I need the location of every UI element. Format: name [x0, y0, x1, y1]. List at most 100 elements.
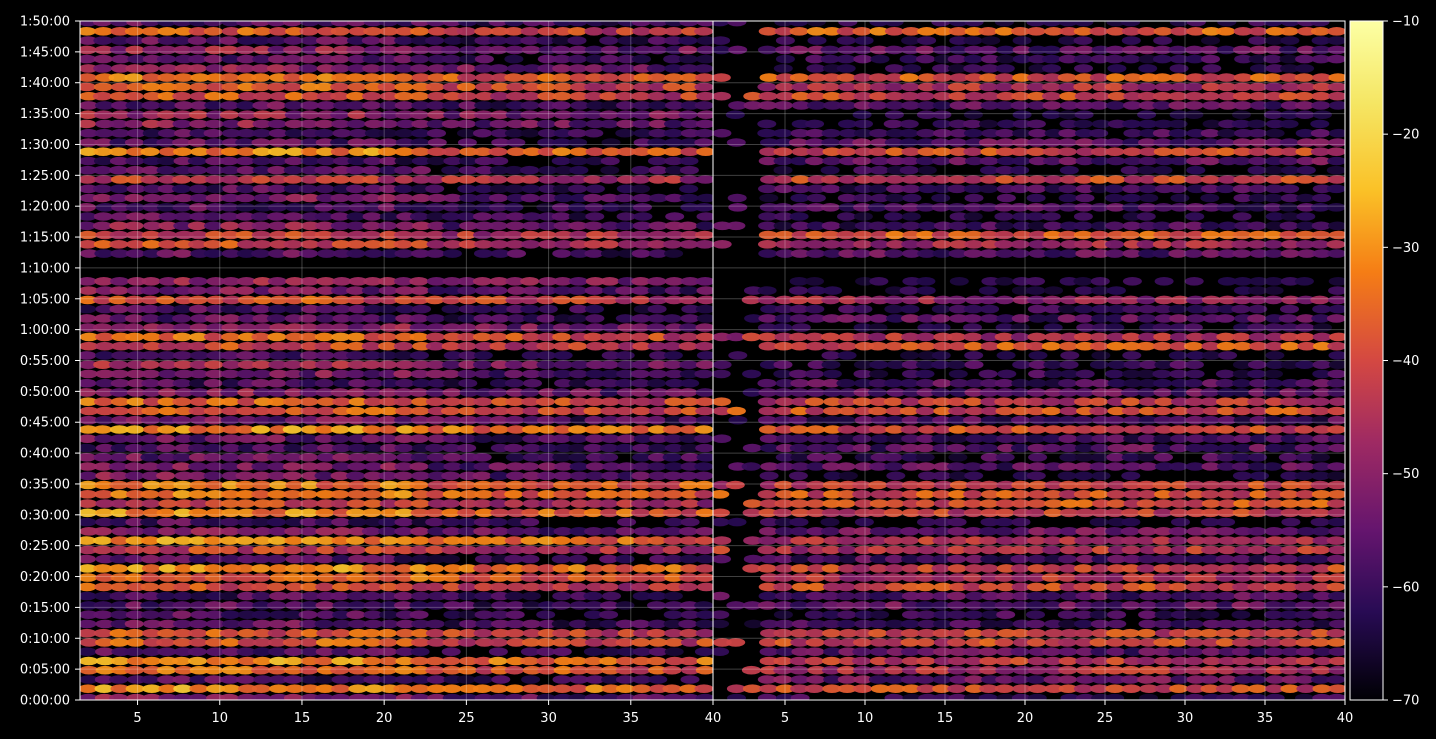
heatmap-cell	[253, 110, 273, 119]
heatmap-cell	[205, 193, 225, 203]
heatmap-cell	[110, 27, 130, 36]
heatmap-cell	[1137, 675, 1157, 684]
heatmap-cell	[615, 27, 635, 36]
heatmap-cell	[791, 101, 811, 110]
heatmap-cell	[348, 453, 368, 462]
heatmap-cell	[852, 434, 872, 444]
heatmap-cell	[789, 425, 809, 434]
heatmap-cell	[931, 230, 951, 240]
heatmap-cell	[141, 277, 161, 286]
heatmap-cell	[965, 638, 985, 647]
heatmap-cell	[284, 665, 304, 675]
heatmap-cell	[946, 443, 966, 453]
heatmap-cell	[853, 304, 873, 314]
heatmap-cell	[156, 249, 176, 258]
heatmap-cell	[1011, 378, 1031, 388]
heatmap-cell	[995, 406, 1015, 416]
heatmap-cell	[126, 453, 145, 462]
heatmap-cell	[631, 638, 651, 647]
heatmap-cell	[663, 351, 683, 360]
heatmap-cell	[1184, 564, 1204, 573]
heatmap-cell	[490, 314, 510, 323]
heatmap-cell	[823, 397, 843, 407]
heatmap-cell	[427, 499, 447, 508]
heatmap-cell	[504, 443, 524, 453]
heatmap-cell	[567, 582, 587, 592]
heatmap-cell	[1058, 564, 1078, 573]
heatmap-cell	[1153, 147, 1173, 156]
heatmap-cell	[570, 332, 590, 342]
heatmap-cell	[1027, 656, 1047, 666]
heatmap-cell	[1138, 249, 1158, 258]
heatmap-cell	[220, 573, 240, 582]
heatmap-cell	[346, 249, 366, 258]
heatmap-cell	[459, 221, 479, 231]
heatmap-cell	[1233, 527, 1253, 536]
heatmap-cell	[1312, 601, 1332, 610]
heatmap-cell	[853, 240, 873, 249]
heatmap-cell	[1170, 434, 1190, 444]
heatmap-cell	[617, 240, 637, 249]
heatmap-cell	[284, 110, 304, 119]
heatmap-cell	[1232, 665, 1252, 675]
heatmap-cell	[1216, 341, 1236, 351]
heatmap-cell	[379, 184, 399, 194]
heatmap-cell	[316, 277, 336, 286]
heatmap-cell	[143, 184, 163, 194]
heatmap-cell	[1060, 499, 1080, 508]
heatmap-cell	[789, 286, 808, 295]
heatmap-cell	[854, 378, 874, 388]
heatmap-cell	[570, 415, 590, 425]
heatmap-cell	[775, 397, 795, 407]
heatmap-cell	[93, 462, 113, 471]
heatmap-cell	[363, 601, 383, 610]
heatmap-cell	[1247, 360, 1267, 370]
heatmap-cell	[948, 453, 968, 462]
heatmap-cell	[252, 527, 272, 536]
heatmap-cell	[473, 314, 493, 323]
heatmap-cell	[1248, 332, 1268, 342]
heatmap-cell	[203, 27, 223, 36]
heatmap-cell	[473, 527, 493, 536]
heatmap-cell	[251, 221, 271, 231]
heatmap-cell	[125, 332, 145, 342]
heatmap-cell	[251, 434, 271, 444]
heatmap-cell	[237, 323, 257, 332]
heatmap-cell	[1153, 573, 1173, 582]
heatmap-cell	[1012, 341, 1032, 351]
heatmap-cell	[1313, 619, 1333, 629]
heatmap-cell	[1092, 499, 1111, 508]
heatmap-cell	[1075, 101, 1094, 110]
heatmap-cell	[409, 277, 429, 286]
heatmap-cell	[713, 508, 730, 518]
heatmap-cell	[364, 462, 384, 471]
heatmap-cell	[569, 110, 589, 119]
heatmap-cell	[300, 684, 320, 693]
heatmap-cell	[1121, 545, 1141, 555]
heatmap-cell	[569, 471, 589, 481]
heatmap-cell	[664, 221, 684, 231]
heatmap-cell	[443, 536, 463, 545]
heatmap-cell	[615, 91, 635, 101]
heatmap-cell	[1090, 647, 1110, 656]
heatmap-cell	[269, 480, 289, 490]
heatmap-cell	[80, 147, 98, 156]
heatmap-cell	[713, 554, 731, 564]
heatmap-cell	[425, 184, 445, 194]
heatmap-cell	[330, 434, 350, 444]
heatmap-cell	[1091, 665, 1111, 675]
heatmap-cell	[1310, 638, 1330, 647]
heatmap-cell	[1168, 628, 1188, 638]
heatmap-cell	[442, 582, 462, 592]
heatmap-cell	[1028, 527, 1048, 536]
heatmap-cell	[601, 480, 621, 490]
heatmap-cell	[1089, 397, 1109, 407]
heatmap-cell	[1075, 591, 1095, 601]
heatmap-cell	[377, 453, 397, 462]
heatmap-cell	[617, 45, 637, 55]
heatmap-cell	[965, 665, 985, 675]
heatmap-cell	[679, 425, 699, 434]
heatmap-cell	[426, 101, 446, 110]
heatmap-cell	[473, 128, 492, 138]
heatmap-cell	[647, 480, 667, 490]
